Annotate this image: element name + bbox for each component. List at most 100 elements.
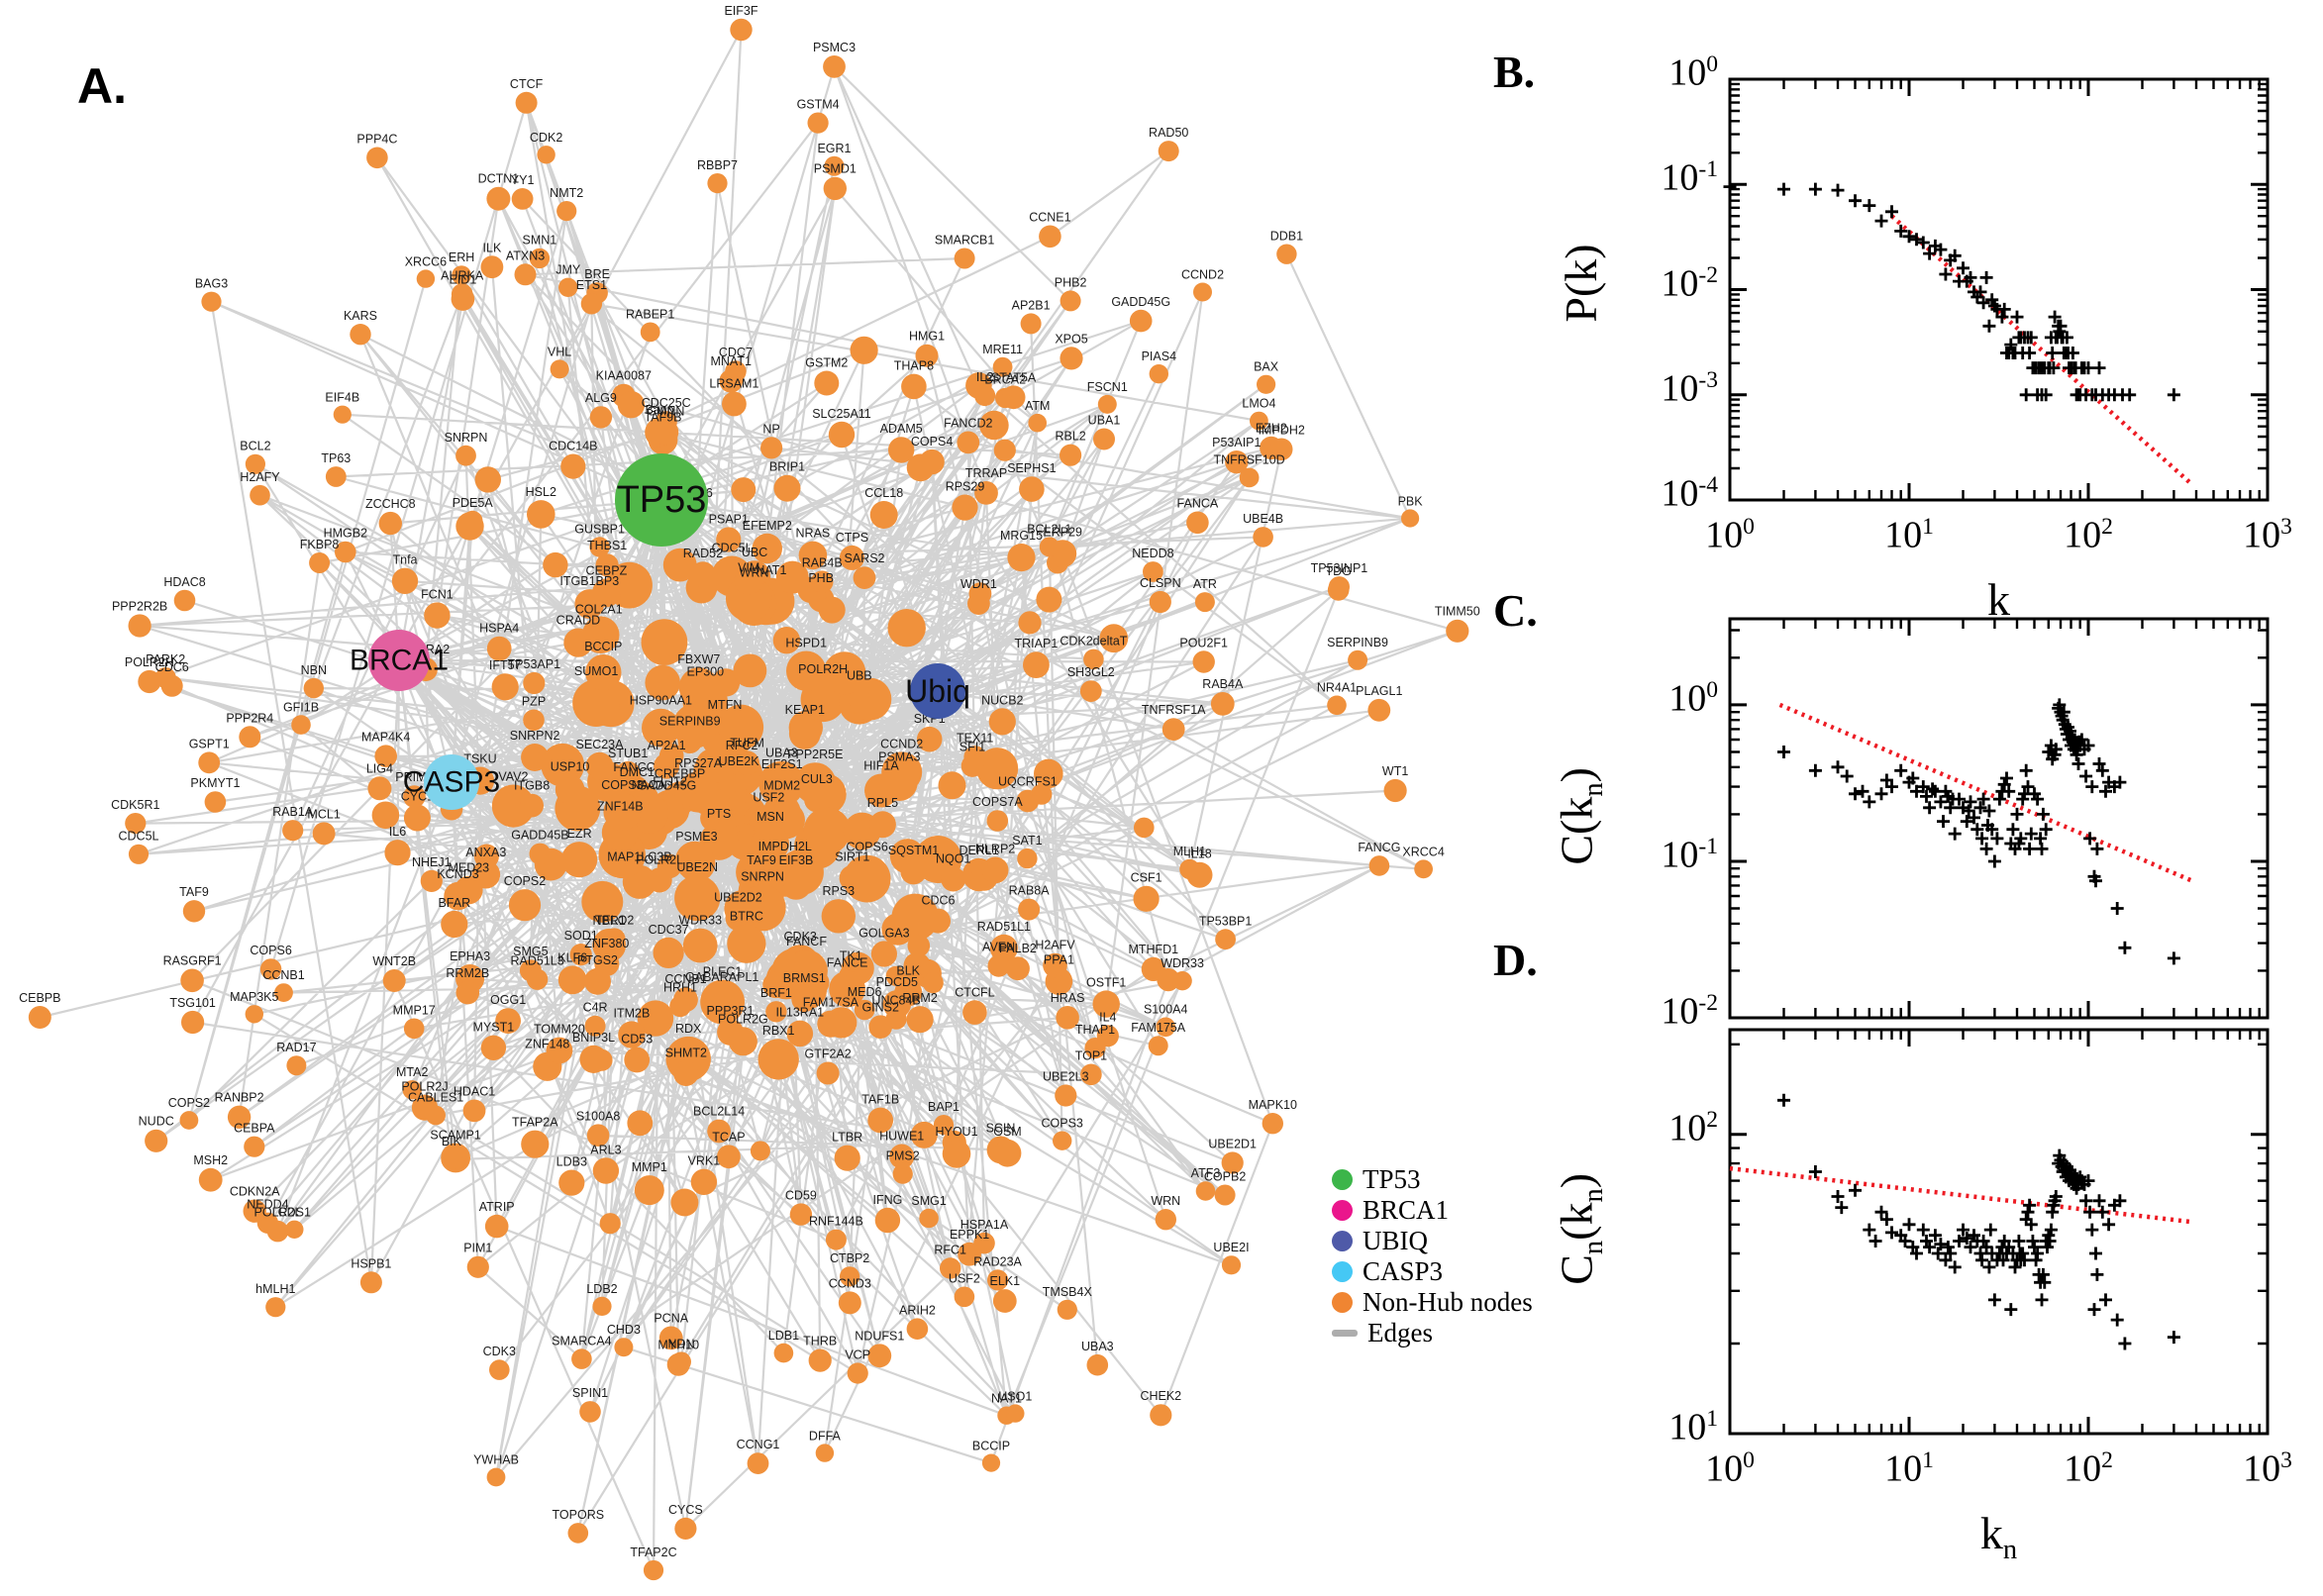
network-node[interactable] — [558, 1169, 585, 1196]
network-node[interactable] — [291, 715, 311, 735]
network-node[interactable] — [889, 1144, 915, 1169]
network-node[interactable] — [849, 677, 892, 721]
network-node[interactable] — [1348, 649, 1368, 670]
network-node[interactable] — [722, 391, 747, 417]
network-node[interactable] — [624, 1047, 651, 1073]
network-node[interactable] — [853, 566, 876, 589]
network-node[interactable] — [968, 582, 992, 605]
network-node[interactable] — [1039, 225, 1061, 249]
network-node[interactable] — [773, 474, 801, 502]
network-node[interactable] — [954, 248, 975, 269]
network-node[interactable] — [592, 578, 621, 608]
network-node[interactable] — [733, 653, 767, 688]
network-node[interactable] — [1156, 1017, 1175, 1038]
network-node[interactable] — [125, 813, 147, 835]
network-node[interactable] — [734, 566, 763, 595]
network-node[interactable] — [527, 500, 556, 529]
network-node[interactable] — [705, 985, 740, 1020]
network-node[interactable] — [618, 1021, 646, 1048]
network-node[interactable] — [926, 908, 951, 934]
network-node[interactable] — [579, 1401, 601, 1423]
network-node[interactable] — [603, 792, 642, 831]
network-node[interactable] — [1057, 1299, 1077, 1320]
network-node[interactable] — [906, 1318, 929, 1340]
network-node[interactable] — [1028, 413, 1047, 433]
network-node[interactable] — [403, 1018, 425, 1040]
network-node[interactable] — [1143, 561, 1163, 582]
network-node[interactable] — [595, 553, 619, 577]
network-node[interactable] — [1195, 1181, 1216, 1201]
network-node[interactable] — [907, 934, 931, 957]
network-node[interactable] — [563, 628, 593, 657]
network-node[interactable] — [987, 1269, 1009, 1291]
network-node[interactable] — [182, 900, 206, 923]
network-node[interactable] — [1086, 1353, 1109, 1376]
network-node[interactable] — [350, 324, 371, 346]
network-node[interactable] — [941, 866, 966, 892]
network-node[interactable] — [333, 405, 352, 424]
network-node[interactable] — [466, 1255, 489, 1278]
network-node[interactable] — [1134, 817, 1155, 839]
network-node[interactable] — [647, 867, 672, 893]
network-node[interactable] — [1414, 859, 1433, 879]
network-node[interactable] — [180, 968, 204, 993]
network-node[interactable] — [880, 764, 918, 801]
network-node[interactable] — [916, 726, 943, 752]
network-node[interactable] — [1080, 1063, 1102, 1086]
network-node[interactable] — [366, 147, 388, 169]
network-node[interactable] — [1019, 476, 1045, 502]
network-node[interactable] — [1060, 347, 1083, 370]
hub-node-casp3[interactable] — [424, 754, 479, 810]
network-node[interactable] — [1148, 1036, 1168, 1056]
network-node[interactable] — [803, 807, 851, 854]
network-node[interactable] — [1083, 648, 1104, 670]
network-node[interactable] — [1193, 282, 1212, 302]
network-node[interactable] — [825, 1229, 847, 1250]
network-node[interactable] — [1158, 141, 1179, 162]
network-node[interactable] — [653, 937, 684, 969]
network-node[interactable] — [455, 445, 476, 466]
network-node[interactable] — [1328, 576, 1350, 598]
network-node[interactable] — [138, 669, 161, 694]
network-node[interactable] — [557, 965, 587, 995]
network-node[interactable] — [1133, 885, 1160, 912]
network-node[interactable] — [1221, 1255, 1242, 1275]
network-node[interactable] — [495, 1008, 521, 1034]
network-node[interactable] — [814, 370, 840, 396]
network-node[interactable] — [359, 1271, 382, 1294]
network-node[interactable] — [838, 1291, 861, 1315]
network-node[interactable] — [885, 965, 906, 986]
network-node[interactable] — [579, 1045, 608, 1073]
network-node[interactable] — [839, 545, 864, 570]
network-node[interactable] — [810, 570, 834, 593]
network-node[interactable] — [585, 751, 614, 780]
network-node[interactable] — [829, 970, 865, 1008]
network-node[interactable] — [1149, 364, 1169, 384]
network-node[interactable] — [903, 951, 931, 980]
network-node[interactable] — [537, 146, 556, 164]
network-node[interactable] — [592, 1296, 612, 1316]
network-node[interactable] — [581, 880, 624, 923]
network-node[interactable] — [804, 773, 847, 816]
network-node[interactable] — [614, 1338, 634, 1357]
network-node[interactable] — [1036, 586, 1062, 613]
network-node[interactable] — [817, 1010, 845, 1038]
network-node[interactable] — [250, 484, 270, 506]
network-node[interactable] — [765, 1001, 787, 1023]
network-node[interactable] — [1172, 971, 1192, 991]
network-node[interactable] — [1192, 650, 1215, 673]
network-node[interactable] — [974, 481, 998, 505]
network-node[interactable] — [758, 760, 805, 807]
network-node[interactable] — [1401, 509, 1420, 528]
network-node[interactable] — [711, 668, 741, 697]
network-node[interactable] — [752, 533, 782, 564]
network-node[interactable] — [1060, 290, 1081, 312]
network-node[interactable] — [486, 636, 512, 661]
network-node[interactable] — [718, 704, 764, 750]
network-node[interactable] — [1210, 692, 1235, 716]
network-node[interactable] — [962, 1000, 987, 1025]
network-node[interactable] — [1055, 1084, 1077, 1107]
network-node[interactable] — [508, 889, 542, 922]
network-node[interactable] — [919, 1208, 939, 1229]
network-node[interactable] — [1034, 758, 1063, 789]
